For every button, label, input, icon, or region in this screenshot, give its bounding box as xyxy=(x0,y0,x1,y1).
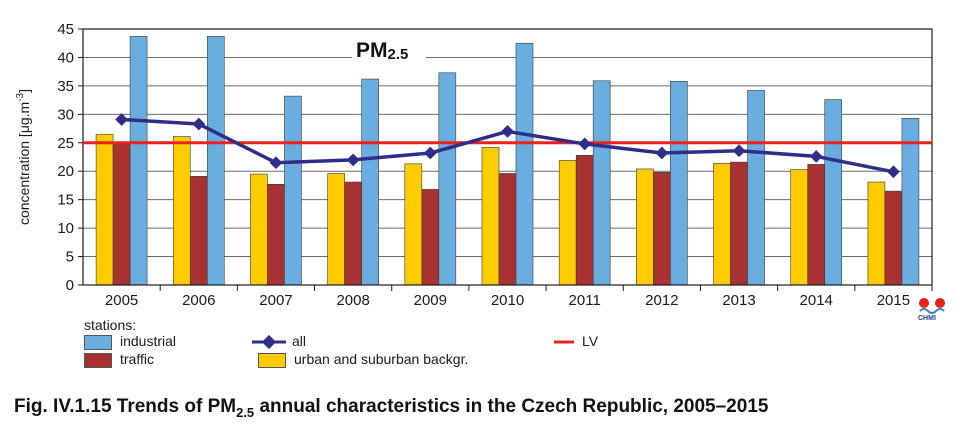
bar-industrial-2005 xyxy=(129,36,148,286)
x-tick-label: 2006 xyxy=(182,292,215,309)
bar-industrial-2013 xyxy=(747,90,765,286)
chart-title: PM2.5 xyxy=(356,39,408,63)
caption-suffix: annual characteristics in the Czech Repu… xyxy=(254,396,769,417)
legend-label-all: all xyxy=(292,333,307,349)
legend-label-industrial: industrial xyxy=(120,333,177,349)
legend-swatch-all xyxy=(252,335,286,350)
y-tick-label: 35 xyxy=(57,78,74,95)
x-tick-label: 2005 xyxy=(105,292,138,309)
x-tick-label: 2012 xyxy=(645,292,678,309)
legend-label-traffic: traffic xyxy=(120,351,154,367)
x-tick-label: 2010 xyxy=(491,292,524,309)
y-tick-label: 45 xyxy=(57,21,74,38)
bar-urban-2009 xyxy=(404,163,423,286)
x-tick-label: 2013 xyxy=(722,292,755,309)
bar-traffic-2007 xyxy=(267,184,285,286)
figure-caption: Fig. IV.1.15 Trends of PM2.5 annual char… xyxy=(14,396,768,420)
bar-industrial-2010 xyxy=(515,42,534,286)
x-tick-label: 2008 xyxy=(336,292,369,309)
plot-border xyxy=(82,28,933,286)
bar-urban-2015 xyxy=(867,181,886,286)
legend-heading: stations: xyxy=(84,317,137,333)
legend-swatch-lv xyxy=(554,340,574,344)
x-tick-label: 2009 xyxy=(414,292,447,309)
x-tick-label: 2015 xyxy=(877,292,910,309)
legend-swatch-industrial xyxy=(84,334,112,350)
bar-traffic-2005 xyxy=(112,142,131,286)
bar-industrial-2006 xyxy=(206,36,225,286)
y-axis-label-main: concentration [μg.m xyxy=(16,102,32,225)
y-tick-label: 20 xyxy=(57,163,74,180)
legend-item-all: all xyxy=(252,333,307,350)
y-tick-label: 0 xyxy=(66,277,74,294)
legend-item-industrial: industrial xyxy=(84,333,176,350)
y-axis-label: concentration [μg.m-3] xyxy=(15,89,32,225)
bar-urban-2005 xyxy=(95,133,114,286)
x-tick-label: 2011 xyxy=(569,292,601,309)
chmi-logo-mark xyxy=(919,298,945,314)
bar-traffic-2012 xyxy=(653,172,671,286)
point-all-2006 xyxy=(192,117,206,131)
x-tick-label: 2007 xyxy=(259,292,292,309)
chart-title-sub: 2.5 xyxy=(388,46,409,63)
bar-traffic-2011 xyxy=(575,154,594,286)
caption-subscript: 2.5 xyxy=(236,404,255,420)
bar-industrial-2007 xyxy=(284,95,302,286)
bar-urban-2013 xyxy=(713,162,731,286)
bar-traffic-2014 xyxy=(807,164,826,286)
bar-industrial-2014 xyxy=(824,99,843,286)
y-tick-label: 5 xyxy=(66,249,74,266)
chmi-logo xyxy=(916,296,948,324)
y-tick-label: 30 xyxy=(57,106,74,123)
legend-item-lv: LV xyxy=(554,333,598,349)
bar-traffic-2008 xyxy=(344,181,362,286)
y-axis-label-end: ] xyxy=(16,89,32,93)
legend-label-urban: urban and suburban backgr. xyxy=(294,351,469,367)
bar-urban-2011 xyxy=(558,160,577,286)
bar-traffic-2010 xyxy=(498,173,517,286)
point-all-2008 xyxy=(346,153,360,167)
chart: 0 5 10 15 20 25 30 35 40 45 2005 2006 2007 2008 2009 20… xyxy=(15,21,933,309)
point-all-2009 xyxy=(423,146,437,160)
bar-urban-2010 xyxy=(481,147,500,286)
y-axis-label-sup: -3 xyxy=(15,92,26,101)
bar-urban-2006 xyxy=(172,136,191,286)
y-tick-label: 40 xyxy=(57,49,74,66)
bar-traffic-2015 xyxy=(884,190,903,286)
chart-title-main: PM xyxy=(356,39,388,62)
bar-traffic-2006 xyxy=(189,176,208,286)
point-all-2010 xyxy=(501,125,514,138)
bar-urban-2007 xyxy=(250,173,268,286)
bar-traffic-2009 xyxy=(421,189,440,286)
caption-prefix: Fig. IV.1.15 Trends of PM xyxy=(14,396,237,417)
legend-swatch-traffic xyxy=(84,352,112,368)
legend-swatch-urban xyxy=(258,352,286,368)
bar-urban-2012 xyxy=(636,168,654,286)
legend-label-lv: LV xyxy=(582,333,599,349)
legend-item-urban: urban and suburban backgr. xyxy=(258,351,468,368)
bar-industrial-2012 xyxy=(670,81,688,286)
title-bg xyxy=(352,38,426,62)
y-tick-label: 15 xyxy=(57,192,74,209)
y-tick-label: 25 xyxy=(57,135,74,152)
bar-urban-2014 xyxy=(790,169,809,286)
bar-industrial-2009 xyxy=(438,72,457,286)
chmi-logo-text: CHMI xyxy=(918,315,936,322)
legend-item-traffic: traffic xyxy=(84,351,154,368)
bar-traffic-2013 xyxy=(730,161,748,286)
bar-industrial-2008 xyxy=(361,78,379,286)
bar-urban-2008 xyxy=(327,173,345,286)
bar-industrial-2011 xyxy=(592,80,611,286)
point-all-2007 xyxy=(269,156,283,170)
y-tick-label: 10 xyxy=(57,220,74,237)
x-tick-label: 2014 xyxy=(800,292,833,309)
